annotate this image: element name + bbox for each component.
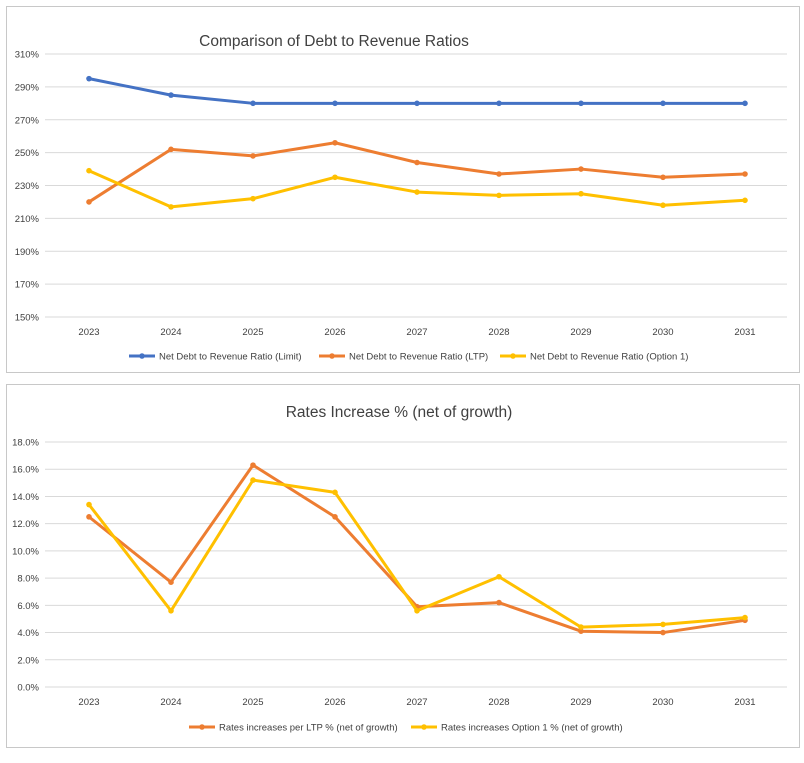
legend-marker (421, 724, 427, 730)
data-point (86, 501, 92, 508)
y-tick-label: 12.0% (12, 519, 39, 530)
debt-revenue-chart-panel: Comparison of Debt to Revenue Ratios 150… (6, 6, 800, 373)
data-point (578, 190, 584, 197)
data-point (578, 628, 584, 634)
data-point (496, 599, 502, 606)
x-tick-label: 2029 (570, 327, 591, 338)
data-point (660, 100, 666, 107)
legend-label: Net Debt to Revenue Ratio (Limit) (159, 352, 302, 363)
x-tick-label: 2027 (406, 697, 427, 708)
data-point (86, 514, 92, 520)
data-point (168, 579, 174, 585)
data-point (660, 621, 666, 628)
y-tick-label: 16.0% (12, 465, 39, 476)
y-tick-label: 18.0% (12, 438, 39, 449)
data-point (496, 171, 502, 177)
y-tick-label: 14.0% (12, 492, 39, 503)
data-point (660, 202, 666, 209)
rates-increase-chart: Rates Increase % (net of growth) 0.0% 2.0… (12, 404, 787, 734)
data-point (250, 195, 256, 202)
legend-marker (510, 353, 516, 359)
data-point (332, 174, 338, 181)
y-tick-label: 2.0% (17, 655, 39, 666)
data-point (332, 514, 338, 520)
y-tick-label: 170% (15, 280, 40, 291)
data-point (660, 629, 666, 636)
y-tick-label: 4.0% (17, 628, 39, 639)
y-tick-label: 150% (15, 313, 40, 324)
series-line-1 (87, 77, 747, 105)
data-point (250, 462, 256, 468)
data-point (742, 614, 748, 621)
data-point (86, 199, 92, 205)
y-tick-label: 210% (15, 214, 40, 225)
x-tick-label: 2024 (160, 327, 181, 338)
x-tick-label: 2030 (652, 697, 673, 708)
legend-label: Rates increases per LTP % (net of growth… (219, 723, 398, 734)
data-point (332, 100, 338, 107)
x-tick-label: 2023 (78, 327, 99, 338)
rates-increase-chart-panel: Rates Increase % (net of growth) 0.0% 2.0… (6, 384, 800, 748)
data-point (742, 197, 748, 204)
x-tick-label: 2026 (324, 327, 345, 338)
data-point (660, 174, 666, 181)
legend-marker (329, 353, 335, 359)
y-tick-label: 230% (15, 181, 40, 192)
x-tick-label: 2025 (242, 327, 263, 338)
data-point (414, 607, 420, 614)
data-point (168, 146, 174, 153)
x-tick-label: 2026 (324, 697, 345, 708)
data-point (332, 489, 338, 496)
data-point (496, 100, 502, 107)
data-point (496, 573, 502, 580)
data-point (168, 607, 174, 614)
data-point (86, 75, 92, 82)
data-point (578, 166, 584, 172)
chart-title: Rates Increase % (net of growth) (286, 404, 513, 421)
data-point (86, 167, 92, 174)
data-point (414, 100, 420, 107)
x-tick-label: 2027 (406, 327, 427, 338)
data-point (578, 624, 584, 630)
data-point (250, 100, 256, 107)
legend-label: Rates increases Option 1 % (net of growt… (441, 723, 623, 734)
x-tick-label: 2028 (488, 327, 509, 338)
data-point (742, 100, 748, 107)
data-point (742, 171, 748, 177)
x-tick-label: 2024 (160, 697, 181, 708)
y-tick-label: 270% (15, 115, 40, 126)
y-tick-label: 10.0% (12, 546, 39, 557)
chart-title: Comparison of Debt to Revenue Ratios (199, 33, 469, 50)
legend-marker (139, 353, 145, 359)
x-tick-label: 2031 (734, 697, 755, 708)
x-tick-label: 2023 (78, 697, 99, 708)
data-point (250, 153, 256, 159)
x-tick-label: 2030 (652, 327, 673, 338)
data-point (168, 204, 174, 210)
debt-revenue-chart: Comparison of Debt to Revenue Ratios 150… (15, 33, 787, 363)
y-tick-label: 0.0% (17, 683, 39, 694)
y-tick-label: 310% (15, 50, 40, 61)
data-point (414, 159, 420, 166)
y-tick-label: 250% (15, 148, 40, 159)
data-point (168, 92, 174, 98)
legend-label: Net Debt to Revenue Ratio (LTP) (349, 352, 488, 363)
y-tick-label: 190% (15, 247, 40, 258)
data-point (578, 100, 584, 107)
data-point (414, 189, 420, 195)
data-point (496, 192, 502, 199)
y-tick-label: 6.0% (17, 601, 39, 612)
x-tick-label: 2025 (242, 697, 263, 708)
x-tick-label: 2028 (488, 697, 509, 708)
data-point (332, 139, 338, 146)
legend-label: Net Debt to Revenue Ratio (Option 1) (530, 352, 688, 363)
x-tick-label: 2029 (570, 697, 591, 708)
x-tick-label: 2031 (734, 327, 755, 338)
y-tick-label: 8.0% (17, 574, 39, 585)
data-point (250, 477, 256, 483)
y-tick-label: 290% (15, 82, 40, 93)
legend-marker (199, 724, 205, 730)
